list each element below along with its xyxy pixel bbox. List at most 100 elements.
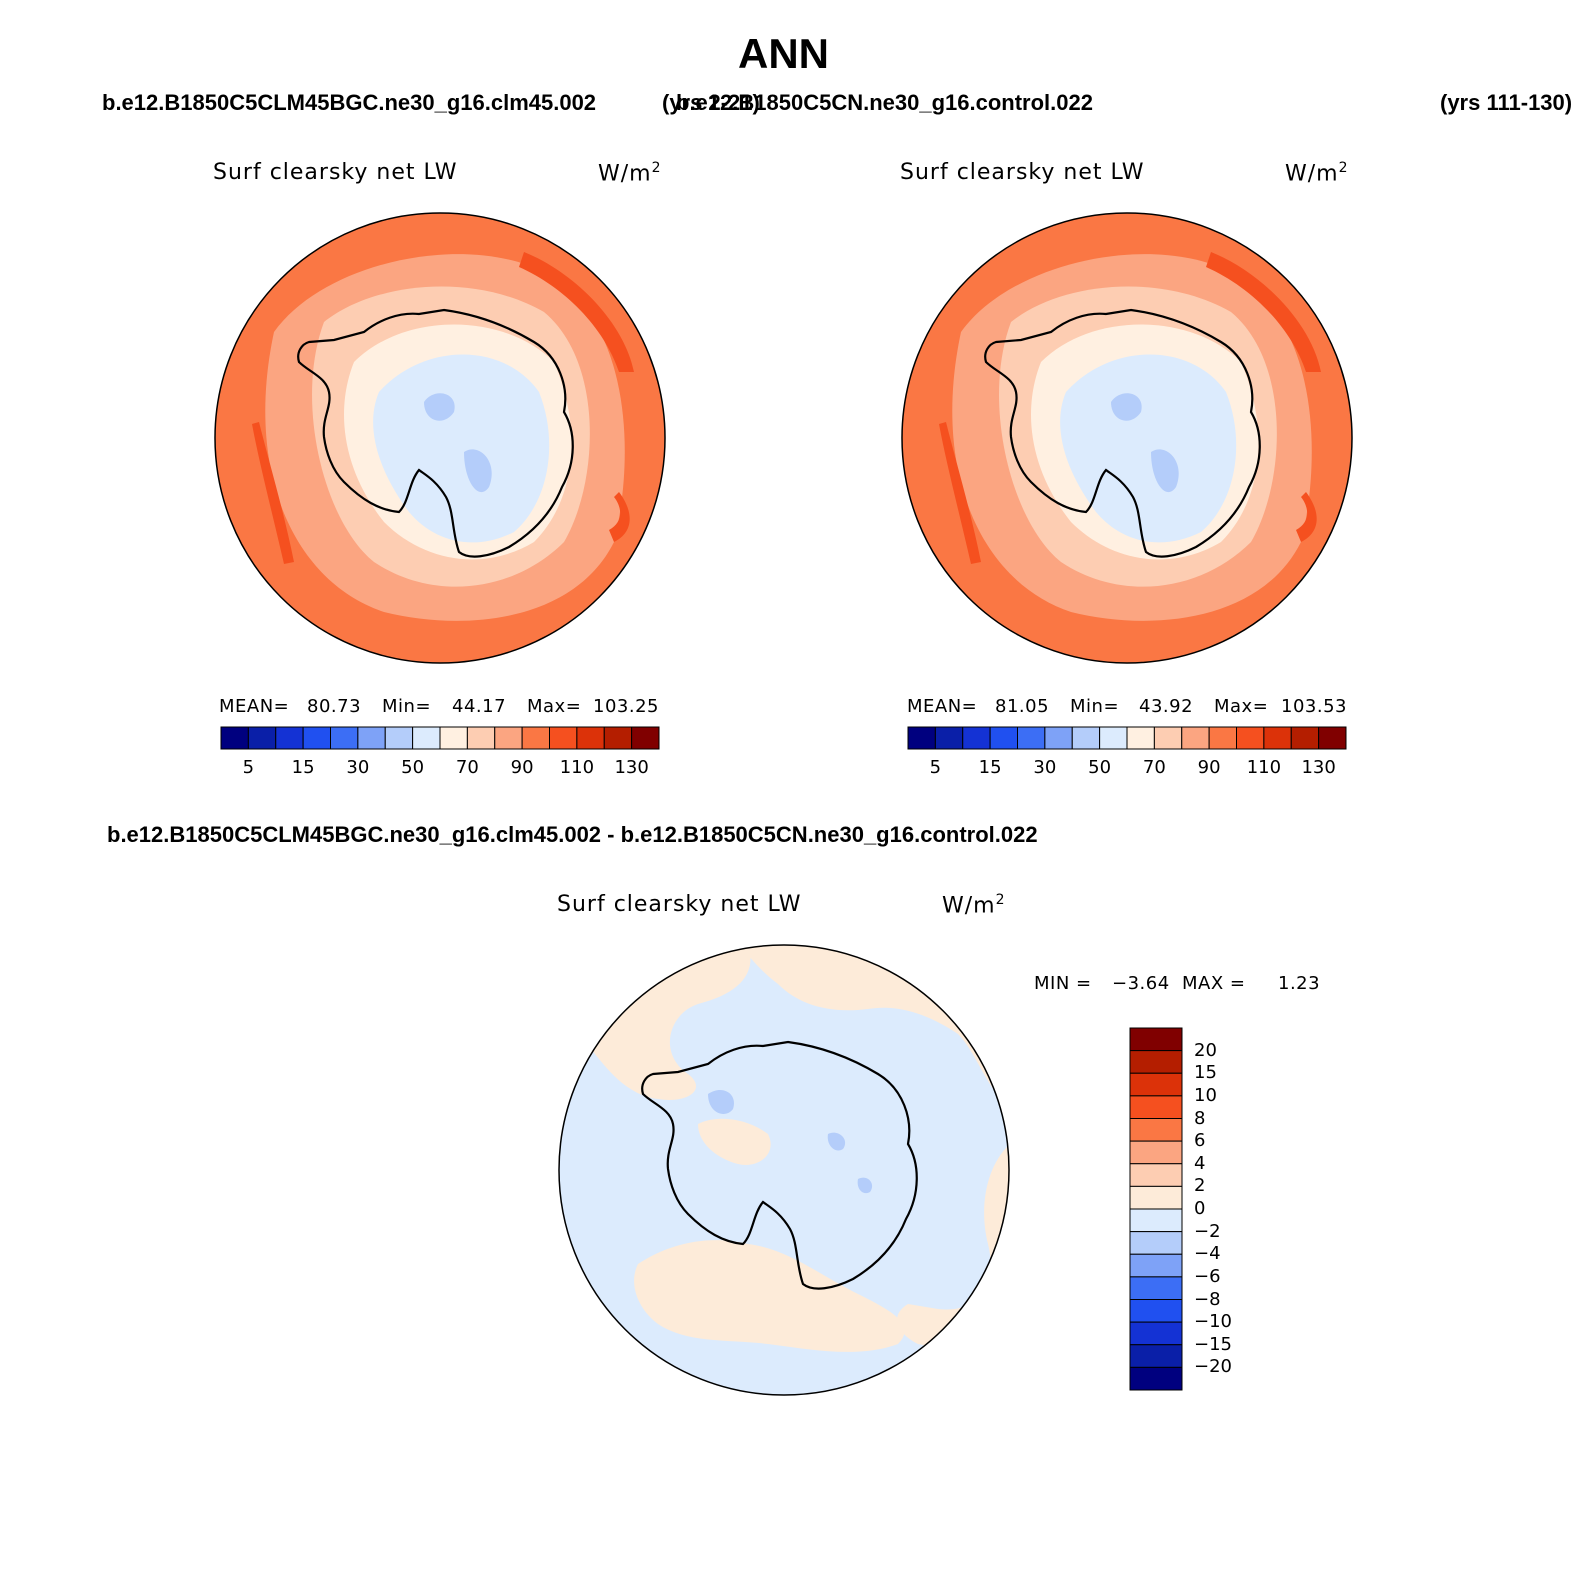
colorbar-tick-label: 15 <box>1194 1062 1217 1084</box>
colorbar-swatch <box>603 726 633 750</box>
colorbar-tick-label: 5 <box>929 757 942 778</box>
panel2-min: 43.92 <box>1139 696 1194 717</box>
panel1-colorbar <box>220 726 660 750</box>
colorbar-swatch <box>247 726 277 750</box>
colorbar-swatch <box>576 726 605 750</box>
colorbar-swatch <box>439 726 468 750</box>
colorbar-swatch <box>549 726 578 750</box>
panel1-mean: 80.73 <box>307 696 362 717</box>
colorbar-tick-label: −10 <box>1194 1311 1232 1333</box>
colorbar-swatch <box>1099 726 1128 750</box>
high-strip-3 <box>1296 492 1317 542</box>
difference-map <box>558 944 1010 1396</box>
colorbar-swatch <box>1129 1344 1183 1368</box>
panel2-mean: 81.05 <box>995 696 1050 717</box>
low-spot-2 <box>1151 449 1179 493</box>
colorbar-swatch <box>1129 1095 1183 1119</box>
colorbar-swatch <box>1129 1072 1183 1097</box>
panel1-max: 103.25 <box>593 696 659 717</box>
colorbar-tick-label: 130 <box>614 757 649 778</box>
colorbar-swatch <box>1129 1321 1183 1346</box>
negative-spot-2 <box>827 1132 846 1151</box>
panel1-min-label: Min= <box>382 696 432 717</box>
colorbar-swatch <box>907 726 936 750</box>
panel1-mean-label: MEAN= <box>219 696 290 717</box>
coastline <box>984 308 1261 558</box>
difference-variable: Surf clearsky net LW <box>557 892 802 917</box>
colorbar-swatch <box>1129 1299 1183 1323</box>
positive-region-interior <box>698 1118 771 1165</box>
colorbar-swatch <box>1129 1208 1183 1233</box>
colorbar-swatch <box>1236 726 1265 750</box>
colorbar-swatch <box>412 726 441 750</box>
colorbar-tick-label: 15 <box>291 757 315 778</box>
colorbar-swatch <box>384 726 414 750</box>
colorbar-tick-label: 30 <box>1033 757 1057 778</box>
colorbar-swatch <box>989 726 1018 750</box>
colorbar-swatch <box>275 726 304 750</box>
colorbar-tick-label: 0 <box>1194 1198 1206 1219</box>
difference-min: −3.64 <box>1112 973 1170 994</box>
colorbar-swatch <box>1129 1185 1183 1210</box>
colorbar-swatch <box>962 726 991 750</box>
colorbar-swatch <box>1290 726 1320 750</box>
difference-max: 1.23 <box>1278 973 1321 994</box>
page-title: ANN <box>738 30 829 77</box>
low-spot-1 <box>424 393 455 421</box>
colorbar-swatch <box>357 726 386 750</box>
panel1-units: W/m2 <box>598 160 662 187</box>
colorbar-tick-label: 2 <box>1194 1175 1206 1197</box>
colorbar-swatch <box>1318 726 1347 750</box>
colorbar-swatch <box>1129 1366 1183 1391</box>
difference-colorbar <box>1129 1027 1183 1391</box>
colorbar-swatch <box>220 726 249 750</box>
colorbar-swatch <box>1129 1231 1183 1255</box>
colorbar-tick-label: 50 <box>401 757 425 778</box>
colorbar-swatch <box>494 726 523 750</box>
colorbar-tick-label: −20 <box>1194 1356 1232 1378</box>
difference-title: b.e12.B1850C5CLM45BGC.ne30_g16.clm45.002… <box>107 822 1038 847</box>
colorbar-tick-label: 130 <box>1301 757 1336 778</box>
colorbar-swatch <box>1044 726 1073 750</box>
coastline <box>297 308 574 558</box>
panel2-map <box>901 212 1353 664</box>
colorbar-swatch <box>330 726 359 750</box>
colorbar-tick-label: 110 <box>1246 757 1282 778</box>
colorbar-tick-label: 30 <box>346 757 370 778</box>
positive-region-south <box>634 1240 905 1352</box>
high-strip-2 <box>939 422 981 564</box>
negative-spot-3 <box>857 1177 873 1194</box>
case2-years: (yrs 111-130) <box>1440 90 1573 115</box>
panel2-units: W/m2 <box>1285 160 1349 187</box>
panel1-max-label: Max= <box>527 696 582 717</box>
high-strip-1 <box>519 252 634 372</box>
colorbar-tick-label: 4 <box>1194 1152 1206 1174</box>
colorbar-swatch <box>1263 726 1292 750</box>
colorbar-swatch <box>1017 726 1046 750</box>
colorbar-tick-label: −8 <box>1194 1288 1221 1310</box>
colorbar-tick-label: 70 <box>455 757 479 778</box>
colorbar-swatch <box>1129 1253 1183 1278</box>
colorbar-swatch <box>1181 726 1210 750</box>
colorbar-swatch <box>1129 1140 1183 1165</box>
colorbar-swatch <box>1129 1050 1183 1074</box>
band-30-50 <box>373 354 550 543</box>
high-strip-2 <box>252 422 294 564</box>
colorbar-tick-label: 8 <box>1194 1107 1206 1129</box>
panel2-colorbar <box>907 726 1347 750</box>
colorbar-tick-label: −15 <box>1194 1333 1232 1355</box>
case1-name: b.e12.B1850C5CLM45BGC.ne30_g16.clm45.002 <box>102 90 597 115</box>
panel2-mean-label: MEAN= <box>907 696 978 717</box>
colorbar-tick-label: 5 <box>242 757 255 778</box>
colorbar-tick-label: −6 <box>1194 1265 1221 1287</box>
difference-max-label: MAX = <box>1182 973 1246 994</box>
colorbar-tick-label: 110 <box>559 757 595 778</box>
panel1-min: 44.17 <box>452 696 507 717</box>
colorbar-tick-label: −4 <box>1194 1243 1221 1265</box>
panel1-map <box>214 212 666 664</box>
colorbar-swatch <box>1129 1163 1183 1187</box>
colorbar-tick-label: 50 <box>1088 757 1112 778</box>
colorbar-swatch <box>631 726 660 750</box>
colorbar-tick-label: 6 <box>1194 1130 1206 1152</box>
colorbar-swatch <box>1129 1276 1183 1300</box>
